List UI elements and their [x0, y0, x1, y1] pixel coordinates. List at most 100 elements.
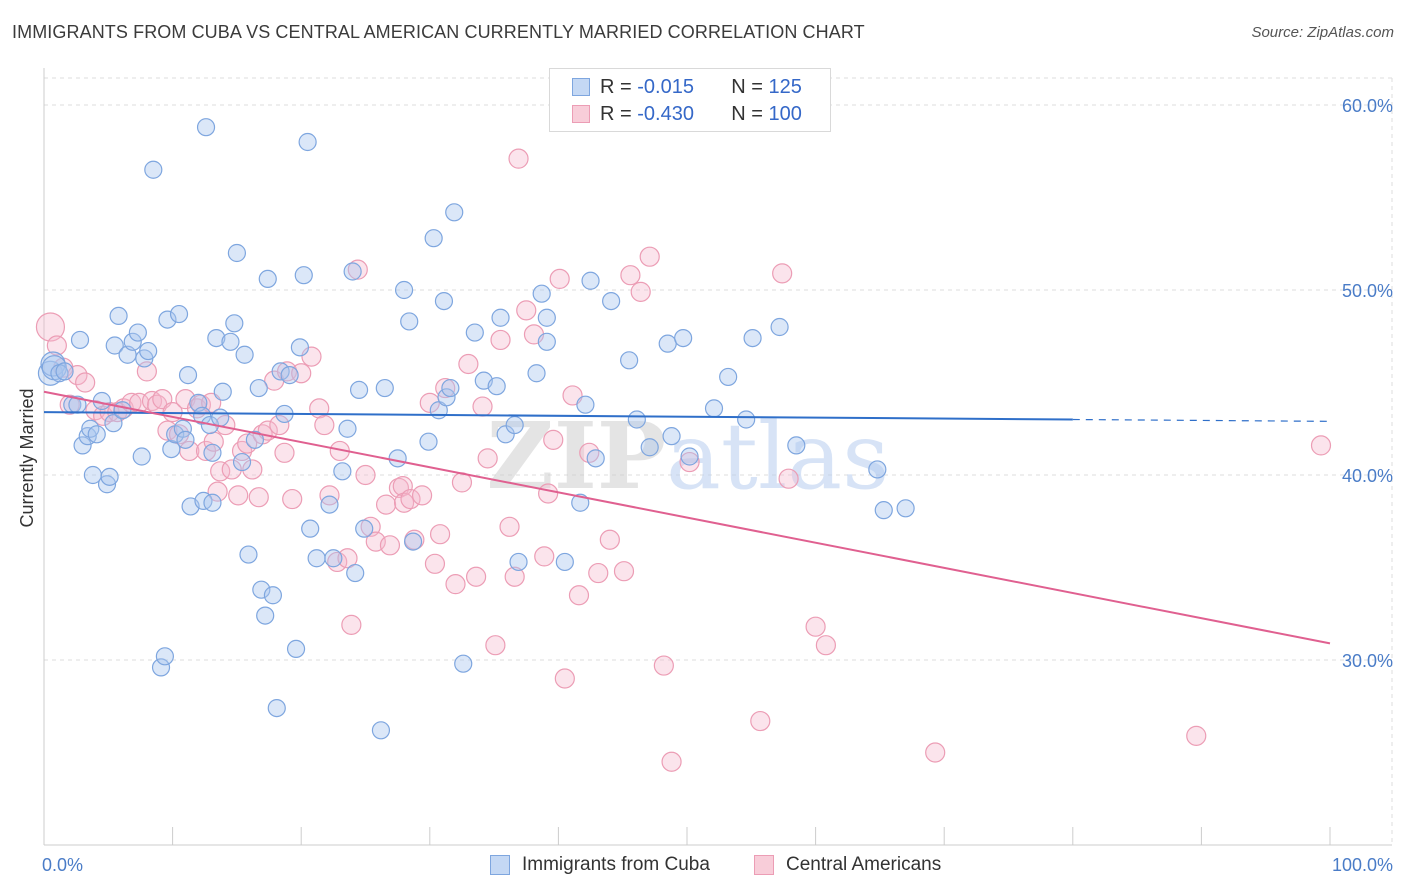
- point-cuba: [658, 334, 677, 353]
- point-central-american: [613, 561, 635, 582]
- point-central-american: [679, 451, 700, 473]
- point-central-american: [508, 148, 529, 169]
- point-cuba: [537, 308, 556, 327]
- point-cuba: [307, 549, 326, 568]
- point-cuba: [267, 698, 286, 718]
- x-tick-labels: 0.0% 100.0%: [42, 855, 1393, 875]
- point-cuba: [55, 362, 74, 381]
- point-cuba: [173, 419, 192, 438]
- point-cuba: [211, 408, 230, 427]
- point-cuba: [221, 332, 240, 351]
- point-cuba: [576, 395, 595, 414]
- point-central-american: [319, 485, 340, 506]
- point-central-american: [400, 488, 421, 510]
- point-central-american: [347, 259, 368, 280]
- point-cuba: [194, 491, 213, 510]
- point-cuba: [532, 284, 551, 303]
- point-central-american: [337, 548, 358, 569]
- point-cuba: [213, 382, 232, 401]
- point-central-american: [355, 464, 376, 486]
- point-cuba: [132, 447, 151, 466]
- point-cuba: [235, 345, 254, 364]
- point-cuba: [203, 493, 222, 512]
- point-cuba: [454, 654, 473, 673]
- point-central-american: [925, 742, 946, 763]
- point-cuba: [252, 580, 271, 599]
- point-cuba: [280, 366, 299, 385]
- point-cuba: [158, 310, 177, 329]
- bottom-legend-label: Central Americans: [786, 854, 942, 875]
- point-central-american: [499, 516, 520, 537]
- bottom-legend-cuba: Immigrants from Cuba: [490, 852, 710, 878]
- point-cuba: [70, 330, 90, 350]
- point-cuba: [227, 243, 246, 263]
- point-central-american: [805, 616, 826, 637]
- point-central-american: [815, 635, 836, 656]
- point-cuba: [100, 467, 119, 486]
- point-cuba: [719, 367, 738, 387]
- point-central-american: [599, 529, 620, 550]
- point-cuba: [375, 378, 394, 398]
- point-central-american: [424, 553, 446, 574]
- point-central-american: [661, 751, 682, 772]
- point-central-american: [778, 468, 799, 489]
- point-central-american: [1186, 725, 1207, 746]
- point-cuba: [346, 563, 365, 583]
- point-central-american: [242, 459, 263, 480]
- point-central-american: [630, 281, 651, 302]
- point-central-american: [221, 459, 242, 480]
- point-cuba: [586, 449, 605, 468]
- point-central-american: [248, 487, 269, 508]
- point-central-american: [490, 329, 511, 351]
- point-cuba: [487, 377, 506, 396]
- point-cuba: [286, 639, 306, 659]
- bottom-legend-label: Immigrants from Cuba: [522, 854, 710, 875]
- chart-title: IMMIGRANTS FROM CUBA VS CENTRAL AMERICAN…: [12, 22, 865, 42]
- point-cuba: [290, 338, 310, 357]
- point-central-american: [228, 485, 249, 506]
- point-cuba: [437, 388, 456, 407]
- point-cuba: [73, 436, 92, 455]
- point-cuba: [338, 419, 357, 438]
- point-cuba: [324, 549, 343, 568]
- y-tick-label: 50.0%: [1342, 281, 1393, 301]
- point-central-american: [485, 635, 506, 656]
- point-central-american: [419, 392, 440, 413]
- legend-n-value: 125: [768, 75, 802, 98]
- point-cuba: [704, 399, 724, 418]
- point-cuba: [787, 436, 806, 455]
- point-cuba: [178, 366, 198, 385]
- point-cuba: [128, 323, 147, 342]
- point-central-american: [549, 268, 570, 289]
- point-cuba: [151, 658, 171, 677]
- point-central-american: [653, 655, 674, 676]
- point-cuba: [97, 475, 117, 494]
- point-cuba: [403, 532, 423, 551]
- y-tick-label: 40.0%: [1342, 466, 1393, 486]
- legend-row-central: R = -0.430 N = 100: [572, 103, 802, 125]
- point-cuba: [144, 160, 163, 179]
- point-cuba: [333, 462, 352, 481]
- point-cuba: [770, 317, 789, 337]
- point-cuba: [256, 606, 275, 625]
- point-central-american: [458, 353, 479, 375]
- point-central-american: [504, 566, 525, 587]
- y-tick-labels: 30.0% 40.0% 50.0% 60.0%: [1342, 96, 1393, 671]
- point-cuba: [371, 721, 391, 740]
- point-cuba: [113, 401, 132, 420]
- point-central-american: [477, 448, 498, 469]
- point-central-american: [341, 614, 362, 635]
- point-central-american: [282, 488, 303, 510]
- point-central-american: [291, 363, 312, 384]
- point-cuba: [343, 262, 362, 281]
- point-cuba: [207, 329, 226, 348]
- point-cuba: [874, 501, 893, 520]
- point-central-american: [516, 300, 537, 321]
- legend-r-value: -0.015: [637, 75, 694, 98]
- point-cuba: [87, 425, 106, 444]
- point-central-american: [314, 414, 335, 436]
- point-central-american: [588, 562, 609, 584]
- point-cuba: [123, 332, 142, 351]
- bottom-legend-central: Central Americans: [754, 852, 941, 878]
- point-cuba: [737, 410, 756, 429]
